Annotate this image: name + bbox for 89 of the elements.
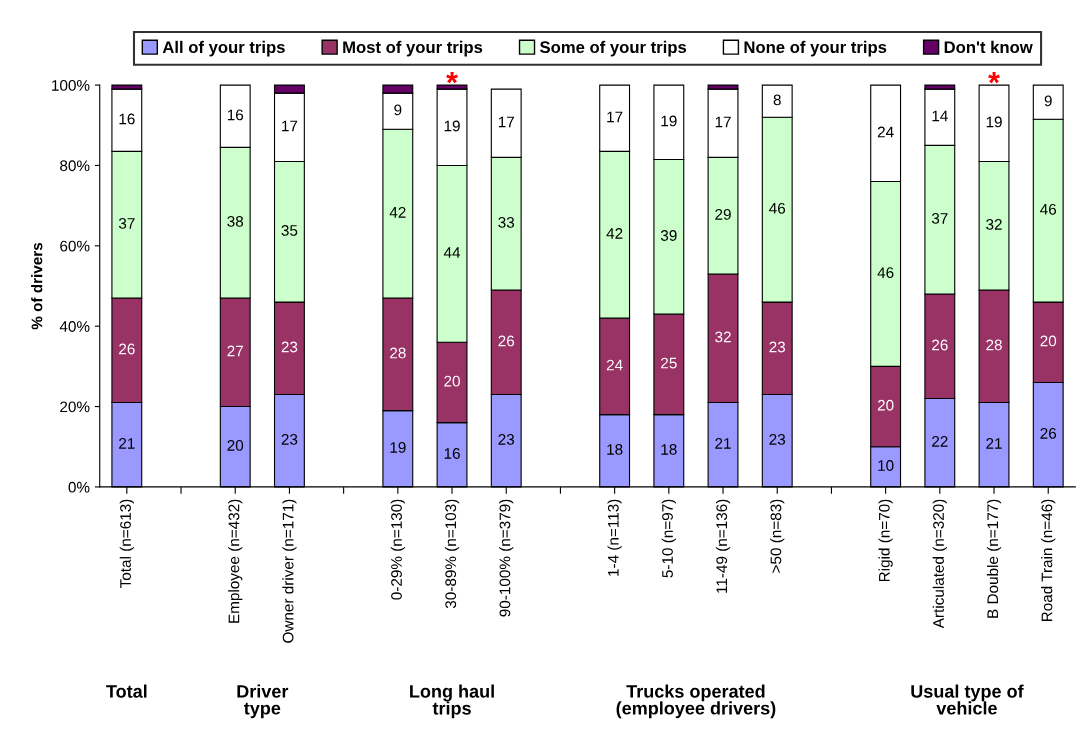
legend-label: Don't know <box>944 40 1033 54</box>
data-label: 23 <box>498 433 515 445</box>
legend-label: Most of your trips <box>343 40 483 57</box>
data-label: 16 <box>227 109 244 121</box>
text: Trucks operated (employee drivers) <box>616 684 776 719</box>
data-label: 19 <box>444 120 460 132</box>
x-tick-label: Road Train (n=46) <box>1041 499 1056 622</box>
data-label: 8 <box>773 94 781 106</box>
data-label: 9 <box>394 104 402 116</box>
data-label: 21 <box>119 438 135 449</box>
data-label: 27 <box>227 345 243 357</box>
data-label: 23 <box>281 433 298 445</box>
data-label: 14 <box>932 110 948 122</box>
data-label: 37 <box>118 218 135 229</box>
x-tick-label: Articulated (n=320) <box>932 499 947 629</box>
data-label: 19 <box>986 116 1002 128</box>
data-label: 44 <box>443 247 461 258</box>
data-label: 21 <box>986 438 1002 449</box>
y-axis-title: % of drivers <box>31 242 43 330</box>
text: Total <box>106 684 147 698</box>
data-label: 29 <box>715 208 731 220</box>
y-tick-label: 40% <box>59 321 90 332</box>
x-tick-label: 0-29% (n=130) <box>390 499 405 600</box>
x-tick-label: Employee (n=432) <box>228 499 243 623</box>
data-label: 32 <box>715 331 731 343</box>
x-tick-label: Total (n=613) <box>119 499 134 588</box>
y-tick-label: 100% <box>52 79 90 91</box>
data-label: 19 <box>661 115 677 127</box>
data-label: 20 <box>1040 335 1057 347</box>
y-tick-label: 80% <box>60 160 90 172</box>
data-label: 20 <box>444 375 460 387</box>
x-tick-label: 11-49 (n=136) <box>715 499 731 593</box>
data-label: 16 <box>119 113 135 125</box>
data-label: 26 <box>1040 427 1057 439</box>
data-label: 10 <box>878 460 894 471</box>
x-tick-label: 1-4 (n=113) <box>607 499 622 576</box>
data-label: 21 <box>715 438 731 449</box>
data-label: 24 <box>877 126 894 138</box>
data-label: 42 <box>606 228 623 239</box>
data-label: 25 <box>661 357 677 369</box>
data-label: 23 <box>769 433 786 445</box>
data-label: 24 <box>606 359 623 371</box>
data-label: 17 <box>715 116 731 128</box>
data-label: 17 <box>498 116 514 128</box>
data-label: 38 <box>227 216 244 227</box>
x-tick-label: 90-100% (n=379) <box>499 499 514 617</box>
data-label: 17 <box>282 120 298 132</box>
data-label: 37 <box>931 212 948 224</box>
y-tick-label: 0% <box>68 481 90 493</box>
y-tick-label: 20% <box>60 401 90 413</box>
x-tick-label: Owner driver (n=171) <box>282 499 297 643</box>
annotation: * <box>988 71 1000 84</box>
data-label: 46 <box>1040 203 1057 215</box>
legend-label: All of your trips <box>162 40 285 57</box>
data-label: 26 <box>498 335 515 347</box>
data-label: 18 <box>661 444 677 455</box>
x-tick-label: Rigid (n=70) <box>878 499 893 582</box>
y-tick-label: 60% <box>60 240 90 252</box>
data-label: 33 <box>498 217 515 228</box>
data-label: 20 <box>227 440 244 451</box>
data-label: 18 <box>607 444 623 455</box>
x-tick-label: B Double (n=177) <box>986 499 1002 618</box>
data-label: 23 <box>281 341 298 353</box>
text: Driver type <box>237 684 289 719</box>
data-label: 28 <box>390 347 406 359</box>
legend-label: Some of your trips <box>540 40 687 57</box>
data-label: 26 <box>119 343 135 355</box>
data-label: 16 <box>444 448 460 459</box>
data-label: 46 <box>877 267 894 279</box>
data-label: 22 <box>932 436 948 447</box>
data-label: 17 <box>607 111 623 123</box>
data-label: 9 <box>1044 95 1052 107</box>
data-label: 28 <box>986 339 1002 351</box>
x-tick-label: 5-10 (n=97) <box>661 499 676 578</box>
data-label: 23 <box>769 341 786 353</box>
data-label: 32 <box>986 219 1002 230</box>
data-label: 35 <box>281 225 298 236</box>
data-label: 46 <box>769 202 786 214</box>
text: Long haul trips <box>410 684 494 719</box>
data-label: 19 <box>390 442 406 453</box>
data-label: 26 <box>932 339 948 351</box>
x-tick-label: 30-89% (n=103) <box>444 499 460 609</box>
text: Usual type of vehicle <box>911 684 1024 715</box>
data-label: 20 <box>877 399 894 411</box>
annotation: * <box>446 71 458 84</box>
data-label: 42 <box>389 206 406 218</box>
x-tick-label: >50 (n=83) <box>770 499 785 573</box>
legend-label: None of your trips <box>744 40 887 57</box>
data-label: 39 <box>660 230 677 241</box>
